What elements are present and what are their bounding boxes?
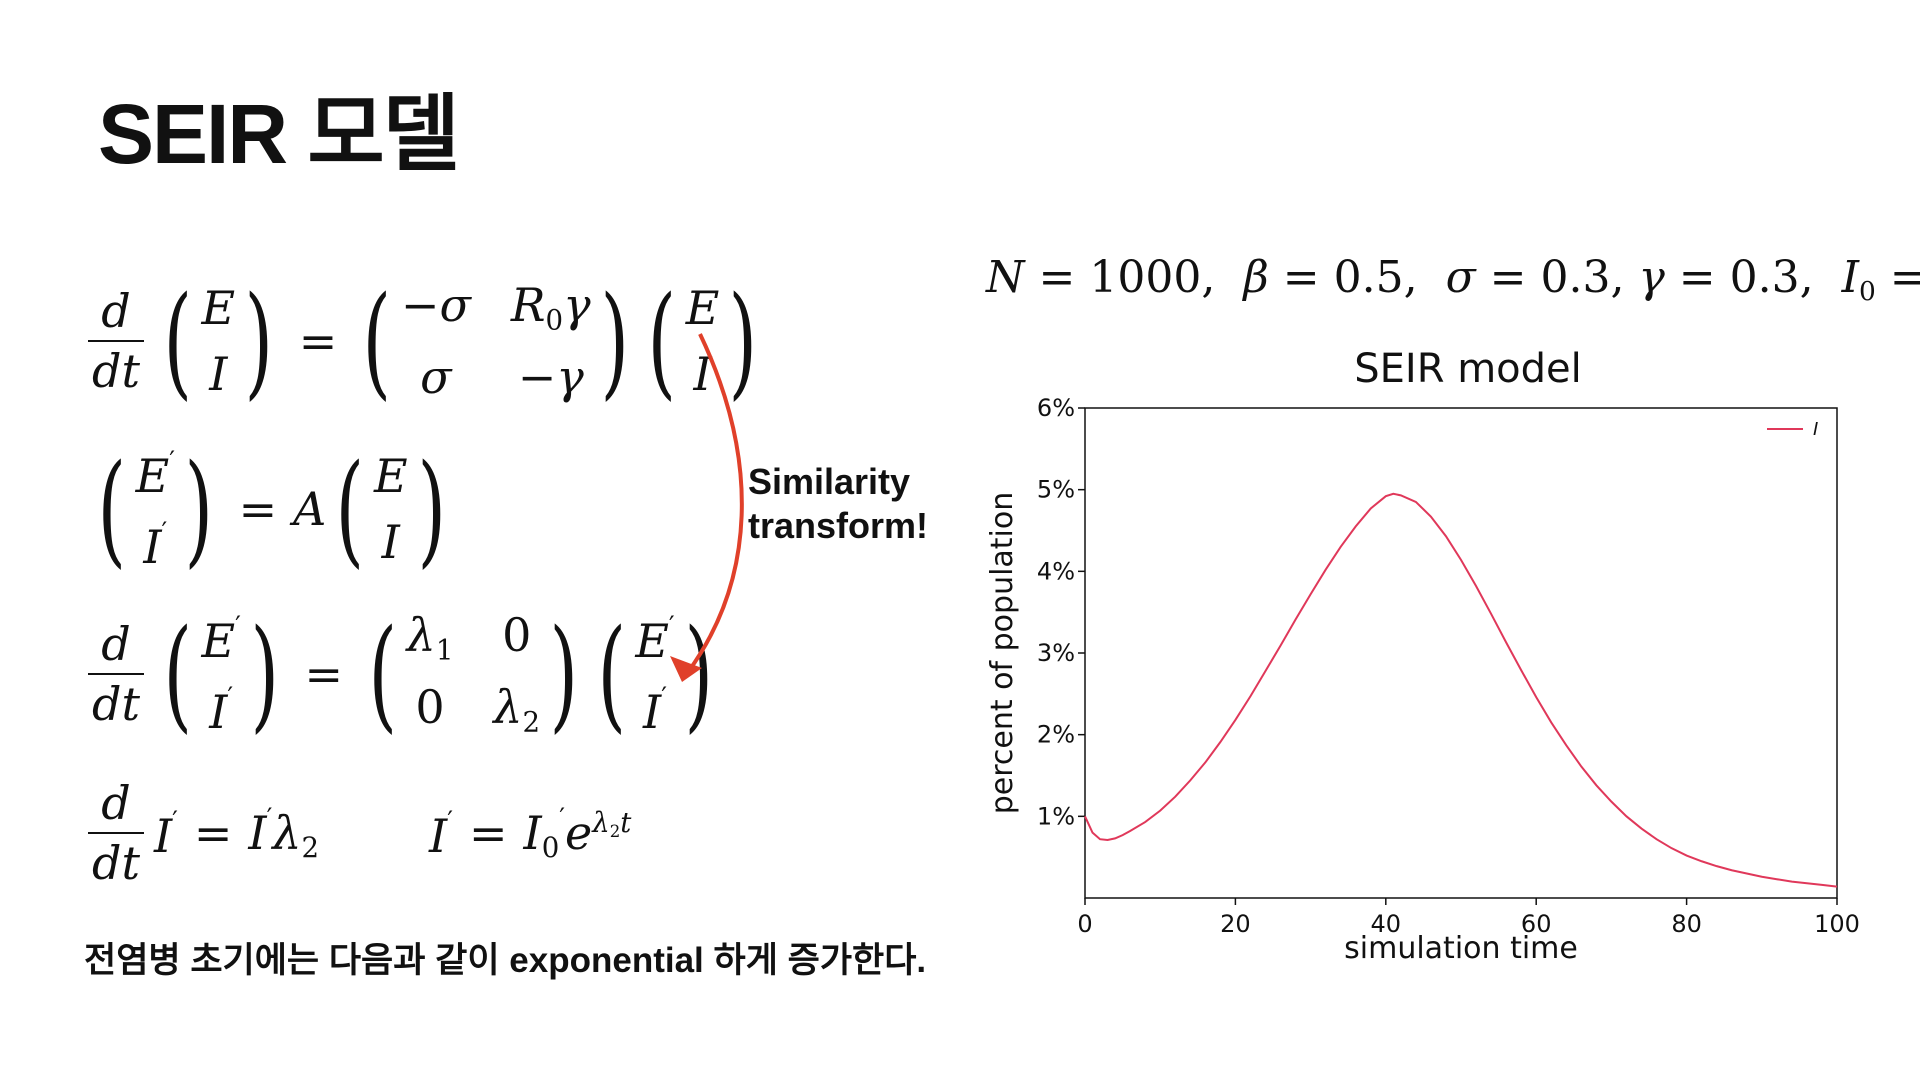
equation-similarity-transform: (E′ I′) = A (E I) — [97, 438, 446, 580]
equation-linear-system: d dt (E I) = (−σ R0γ σ −γ) (E I) — [88, 280, 767, 402]
param-gamma: 0.3 — [1729, 252, 1800, 303]
x-tick-label: 40 — [1371, 910, 1402, 938]
curved-arrow-icon — [670, 333, 744, 682]
y-tick-label: 4% — [1037, 557, 1075, 585]
y-axis: 1% 2% 3% 4% 5% 6% — [1037, 394, 1085, 830]
chart-title: SEIR model — [1354, 350, 1582, 392]
y-tick-label: 2% — [1037, 721, 1075, 749]
param-n: 1000 — [1089, 252, 1202, 303]
x-tick-label: 100 — [1814, 910, 1860, 938]
chart-legend: I — [1767, 419, 1818, 440]
x-tick-label: 0 — [1077, 910, 1092, 938]
similarity-label-line1: Similarity — [748, 461, 911, 502]
plot-frame — [1084, 407, 1838, 899]
legend-label-i: I — [1813, 419, 1818, 440]
y-axis-label: percent of population — [985, 492, 1020, 815]
param-sigma: 0.3 — [1540, 252, 1611, 303]
slide-title: SEIR 모델 — [98, 87, 460, 181]
similarity-label-line2: transform! — [748, 505, 929, 546]
equation-diagonalized-system: d dt (E′ I′) = (λ1 0 0 λ2) (E′ I′) — [88, 612, 722, 736]
similarity-transform-label: Similarity transform! — [748, 460, 928, 548]
seir-chart: SEIR model 0 20 40 60 80 100 1% 2% 3% 4% 5% 6% sim… — [985, 350, 1860, 966]
bottom-note: 전염병 초기에는 다음과 같이 exponential 하게 증가한다. — [84, 941, 927, 980]
y-tick-label: 5% — [1037, 476, 1075, 504]
series-line-i — [1084, 492, 1838, 888]
y-tick-label: 6% — [1037, 394, 1075, 422]
parameter-line: N = 1000, β = 0.5, σ = 0.3, γ = 0.3, I0 … — [986, 252, 1920, 307]
y-tick-label: 3% — [1037, 639, 1075, 667]
y-tick-label: 1% — [1037, 802, 1075, 830]
x-tick-label: 80 — [1671, 910, 1702, 938]
x-tick-label: 60 — [1521, 910, 1552, 938]
param-beta: 0.5 — [1333, 252, 1404, 303]
equation-exponential-growth: d dt I′ = I′λ2 I′ = I0′eλ2t — [88, 780, 631, 886]
x-tick-label: 20 — [1220, 910, 1251, 938]
x-axis: 0 20 40 60 80 100 — [1077, 898, 1860, 938]
x-axis-label: simulation time — [1344, 931, 1578, 966]
